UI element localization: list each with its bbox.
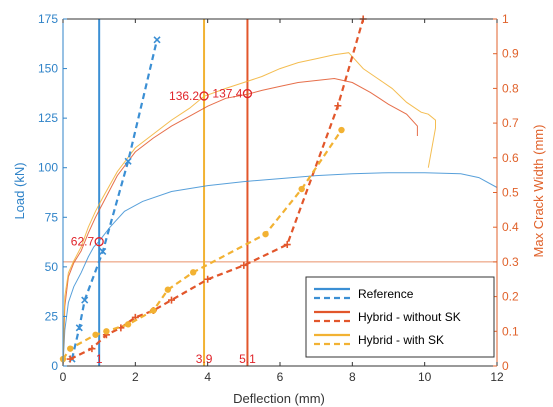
y-right-tick-label: 0.1: [502, 324, 519, 338]
y-right-tick-label: 0.7: [502, 116, 519, 130]
y-left-tick-label: 25: [45, 309, 59, 323]
crack-point-hybrid-with-sk: [103, 328, 110, 335]
vertical-line-label-reference: 1: [96, 352, 103, 366]
marker-hybrid-with-sk: [199, 91, 209, 101]
crack-point-hybrid-without-sk: [240, 261, 248, 269]
legend: Reference Hybrid - without SK Hybrid - wit…: [305, 276, 495, 358]
load-line-hybrid-without-sk: [62, 77, 418, 367]
y-right-tick-label: 0.3: [502, 255, 519, 269]
x-tick-label: 0: [60, 370, 67, 384]
y-right-tick-label: 0.8: [502, 81, 519, 95]
marker-label-hybrid-without-sk: 137.4: [212, 87, 242, 101]
crack-point-reference: [153, 36, 161, 44]
crack-point-hybrid-with-sk: [262, 230, 269, 238]
x-tick-label: 6: [277, 370, 284, 384]
load-series-lines: [62, 52, 498, 367]
peak-markers: 62.7 136.2 137.4 1 3.9 5.1: [71, 87, 256, 366]
x-tick-label: 10: [418, 370, 432, 384]
crack-point-hybrid-without-sk: [204, 275, 212, 283]
crack-point-hybrid-without-sk: [283, 241, 291, 249]
crack-point-hybrid-without-sk: [88, 345, 96, 353]
y-left-tick-label: 100: [38, 161, 58, 175]
y-left-tick-label: 75: [45, 210, 59, 224]
x-tick-label: 4: [204, 370, 211, 384]
x-axis-label: Deflection (mm): [233, 391, 325, 406]
x-tick-label: 8: [349, 370, 356, 384]
y-right-tick-label: 0.4: [502, 220, 519, 234]
vertical-reference-lines: [98, 19, 249, 366]
crack-point-reference: [81, 296, 89, 304]
y-axis-right-label: Max Crack Width (mm): [531, 125, 546, 258]
marker-label-hybrid-with-sk: 136.2: [169, 89, 199, 103]
crack-line-hybrid-without-sk: [69, 18, 365, 361]
y-right-tick-label: 0.6: [502, 151, 519, 165]
legend-label-hybrid-with-sk: Hybrid - with SK: [358, 333, 444, 347]
y-right-tick-label: 0: [502, 359, 509, 373]
y-left-tick-label: 175: [38, 12, 58, 26]
crack-point-hybrid-without-sk: [334, 102, 342, 110]
legend-label-hybrid-without-sk: Hybrid - without SK: [358, 310, 461, 324]
crack-point-hybrid-with-sk: [124, 321, 132, 328]
crack-point-hybrid-with-sk: [298, 185, 305, 193]
y-right-tick-label: 0.2: [502, 290, 519, 304]
load-line-reference: [62, 172, 498, 367]
marker-reference: [94, 237, 104, 247]
y-left-tick-label: 0: [51, 359, 58, 373]
crack-point-hybrid-with-sk: [190, 269, 197, 276]
crack-point-hybrid-with-sk: [338, 126, 345, 134]
y-right-tick-label: 0.9: [502, 47, 519, 61]
crack-point-hybrid-without-sk: [168, 296, 175, 304]
legend-label-reference: Reference: [358, 287, 414, 301]
y-left-tick-label: 150: [38, 62, 58, 76]
crack-point-reference: [99, 247, 107, 256]
y-left-tick-label: 125: [38, 111, 58, 125]
y-right-tick-label: 1: [502, 12, 509, 26]
crack-point-hybrid-with-sk: [67, 345, 74, 352]
crack-point-reference: [124, 157, 132, 165]
crack-width-series: [59, 15, 367, 363]
marker-hybrid-without-sk: [242, 88, 253, 99]
load-line-hybrid-with-sk: [62, 52, 436, 367]
y-right-tick-label: 0.5: [502, 186, 519, 200]
crack-point-reference: [75, 324, 83, 332]
crack-point-hybrid-with-sk: [92, 331, 99, 338]
x-tick-label: 12: [490, 370, 504, 384]
crack-point-hybrid-without-sk: [66, 355, 74, 363]
vertical-line-label-hybrid-with-sk: 3.9: [196, 352, 213, 366]
y-left-tick-label: 50: [45, 260, 59, 274]
crack-point-hybrid-with-sk: [164, 286, 172, 293]
x-tick-label: 2: [132, 370, 139, 384]
crack-point-hybrid-with-sk: [150, 307, 157, 314]
y-axis-left-label: Load (kN): [12, 162, 27, 219]
vertical-line-label-hybrid-without-sk: 5.1: [239, 352, 256, 366]
marker-label-reference: 62.7: [71, 235, 95, 249]
